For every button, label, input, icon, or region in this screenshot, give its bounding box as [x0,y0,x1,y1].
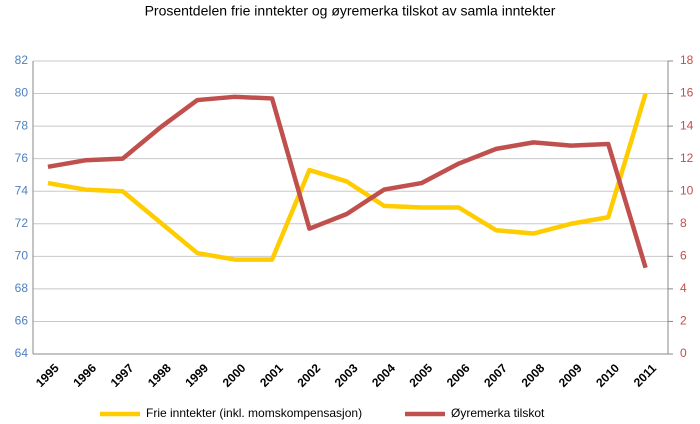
x-tick-label: 2001 [257,361,286,390]
y-tick-label: 66 [15,314,29,328]
y-tick-label: 76 [15,151,29,165]
chart-title: Prosentdelen frie inntekter og øyremerka… [145,3,556,19]
x-tick-label: 2003 [332,361,361,390]
x-tick-label: 2002 [294,361,323,390]
x-tick-label: 2008 [519,361,548,390]
x-tick-label: 1996 [70,361,99,390]
y-tick-label: 68 [15,281,29,295]
y2-tick-label: 12 [680,151,694,165]
legend-label: Frie inntekter (inkl. momskompensasjon) [146,406,362,420]
x-tick-label: 2010 [593,361,622,390]
y-tick-label: 70 [15,249,29,263]
x-tick-label: 1999 [182,361,211,390]
x-tick-label: 2005 [406,361,435,390]
y2-tick-label: 0 [680,346,687,360]
x-tick-label: 2004 [369,361,398,390]
y2-tick-label: 4 [680,281,687,295]
y-tick-label: 72 [15,216,29,230]
x-tick-label: 2007 [481,361,510,390]
legend-label: Øyremerka tilskot [451,406,545,420]
x-tick-label: 2011 [631,361,660,390]
x-tick-label: 1998 [145,361,174,390]
y2-tick-label: 16 [680,86,694,100]
y2-tick-label: 18 [680,53,694,67]
y-tick-label: 82 [15,53,29,67]
x-tick-label: 2006 [444,361,473,390]
series-line [47,94,648,269]
y-tick-label: 74 [15,183,29,197]
y2-tick-label: 10 [680,183,694,197]
x-tick-label: 1995 [33,361,62,390]
x-tick-label: 1997 [108,361,137,390]
y2-tick-label: 14 [680,118,694,132]
y2-tick-label: 6 [680,249,687,263]
y2-tick-label: 2 [680,314,687,328]
x-tick-label: 2009 [556,361,585,390]
y-tick-label: 78 [15,118,29,132]
y2-tick-label: 8 [680,216,687,230]
series-line [47,92,648,262]
y-tick-label: 80 [15,86,29,100]
x-tick-label: 2000 [220,361,249,390]
y-tick-label: 64 [15,346,29,360]
